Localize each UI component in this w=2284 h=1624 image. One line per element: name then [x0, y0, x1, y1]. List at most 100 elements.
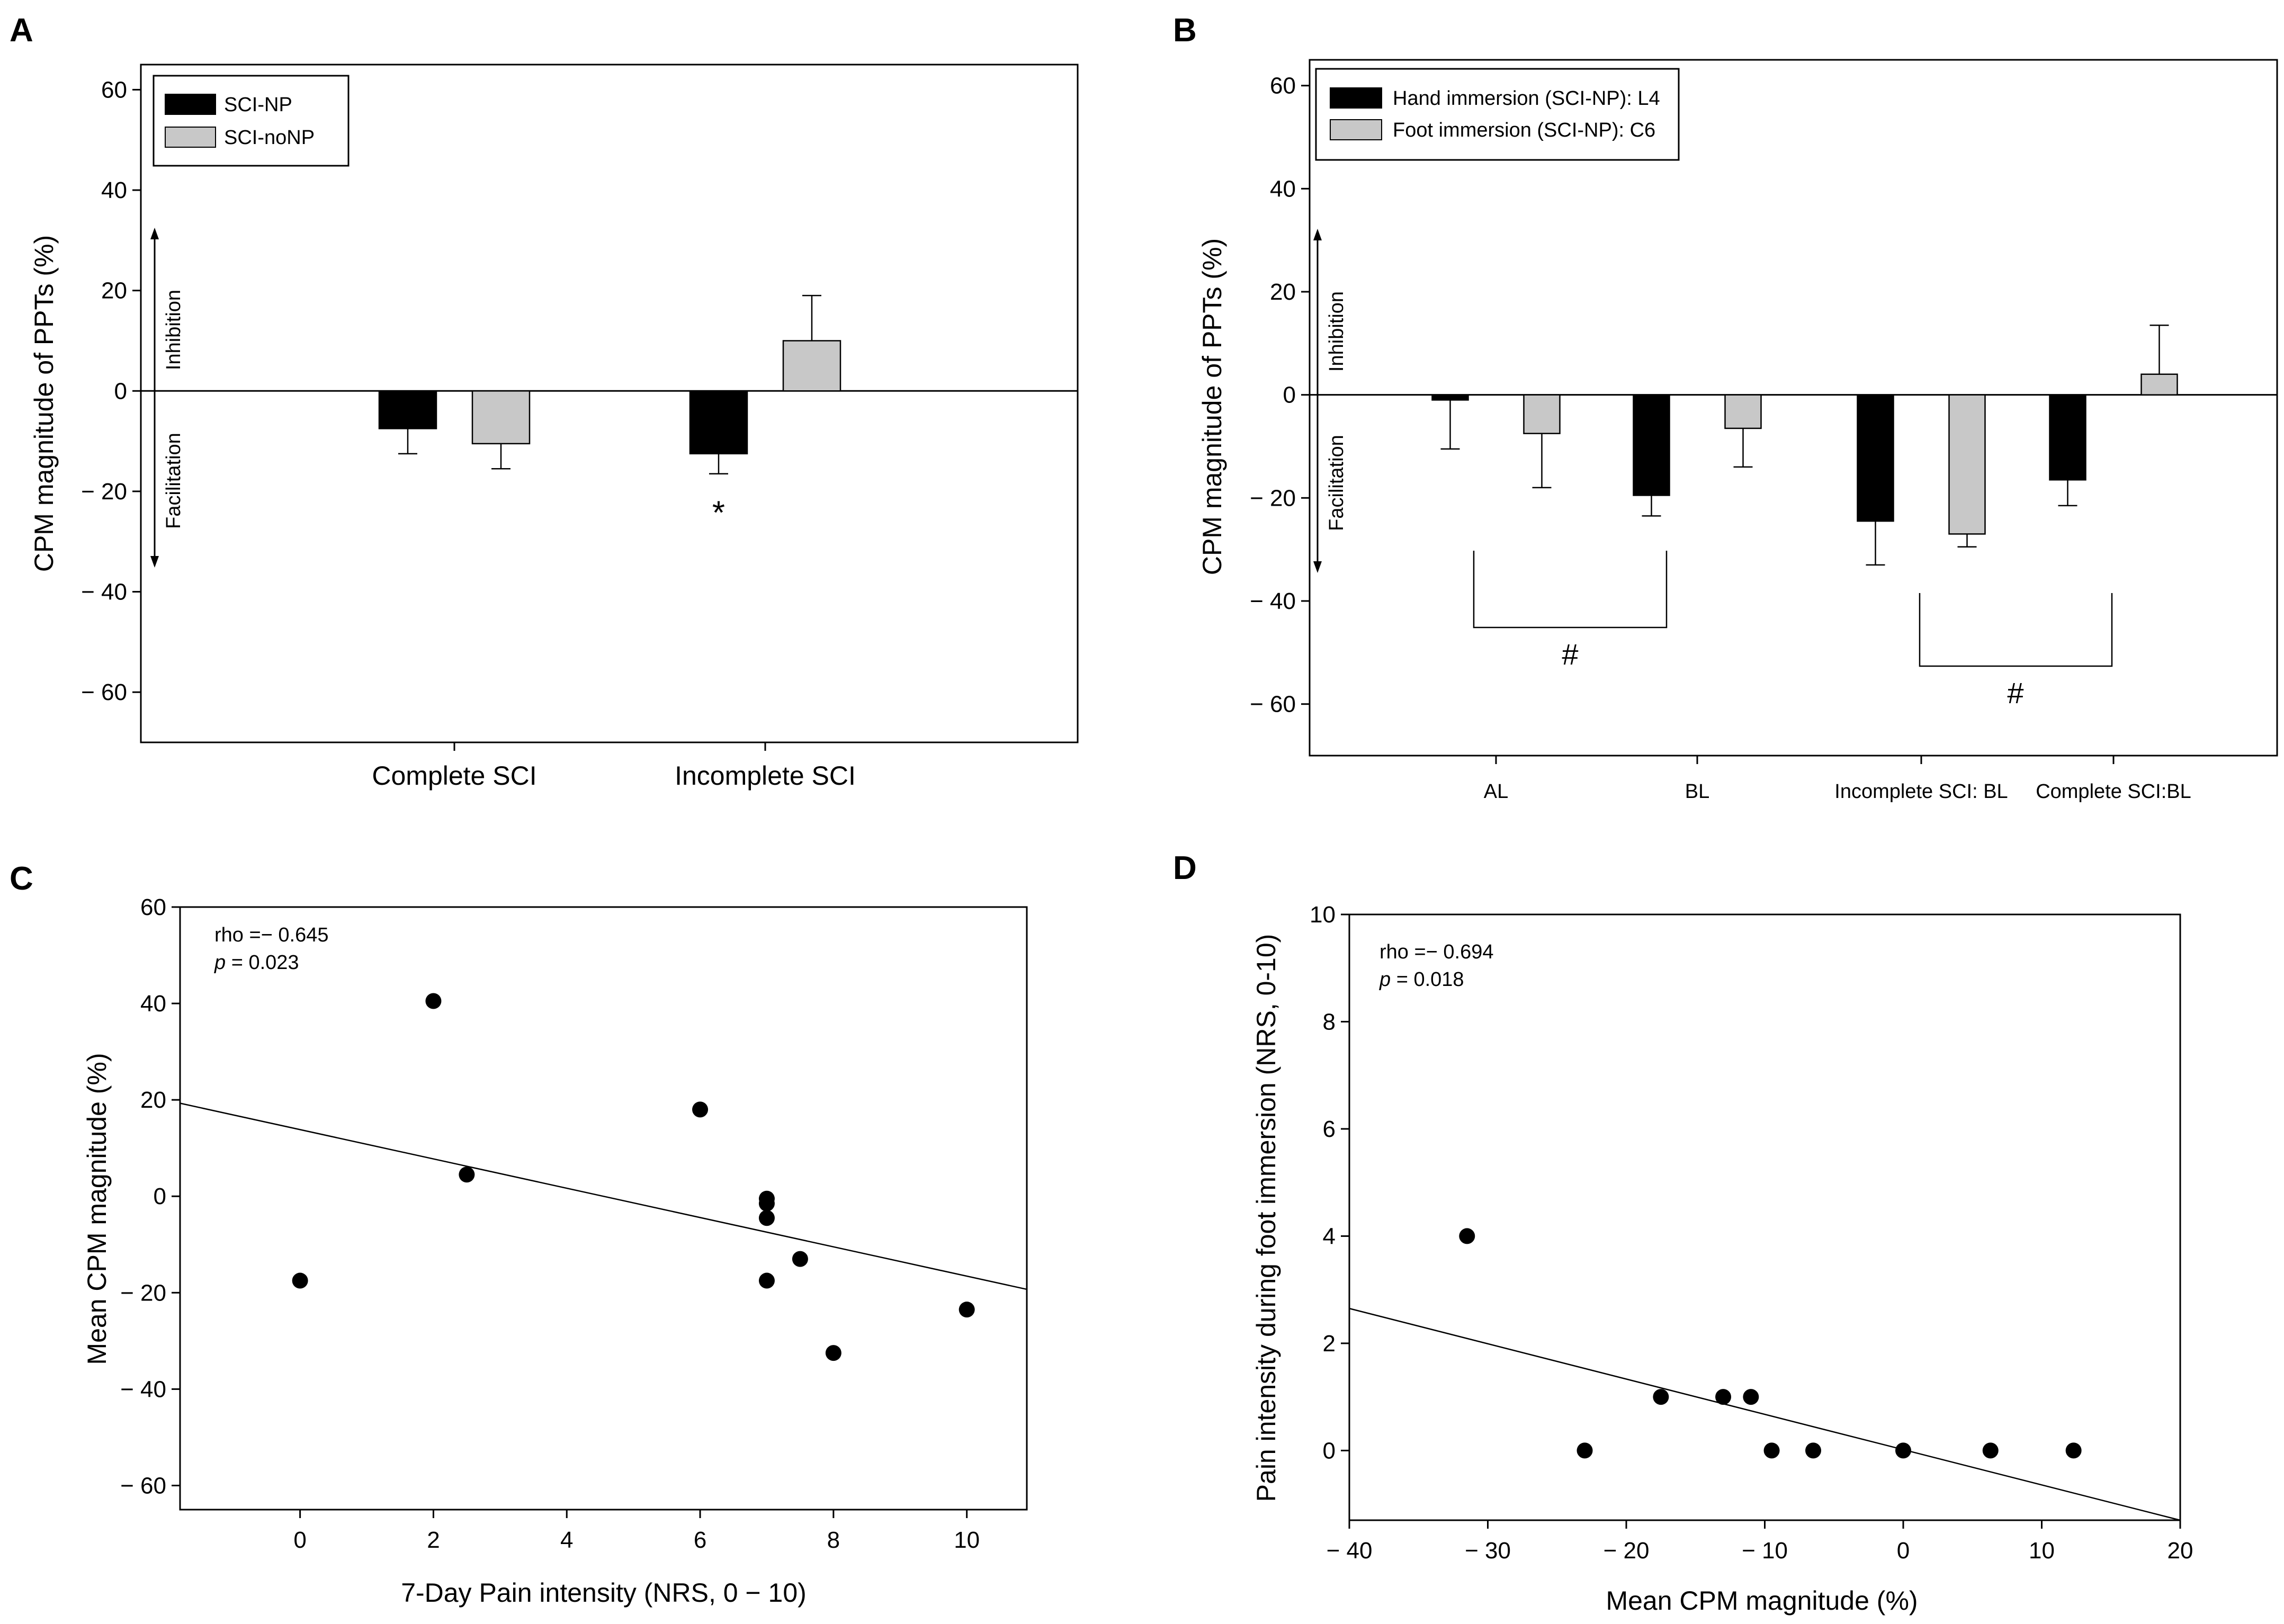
arrow-down-icon [150, 556, 159, 568]
x-tick-label: 0 [293, 1527, 306, 1553]
y-tick-label: 40 [1270, 176, 1296, 202]
panel-c-regression-line [180, 1102, 1027, 1290]
panel-d-rho-label: rho =− 0.694 [1380, 941, 1494, 963]
y-tick-label: − 60 [1250, 692, 1296, 717]
y-tick-label: 20 [101, 278, 127, 304]
bar-series-2 [471, 390, 531, 445]
y-tick-label: 60 [140, 894, 166, 920]
y-tick-label: 20 [1270, 279, 1296, 305]
x-tick-label: 8 [827, 1527, 840, 1553]
x-tick-label: Incomplete SCI: BL [1834, 780, 2008, 803]
y-tick-label: − 20 [120, 1280, 166, 1306]
y-tick-label: 10 [1310, 902, 1336, 928]
panel-d-y-axis: 0 2 4 6 8 10 [1310, 902, 1349, 1464]
panel-d-chart: 0 2 4 6 8 10 − 40 − 30 − 20 − 10 0 10 20 Mean CPM m… [1251, 902, 2193, 1616]
y-tick-label: 40 [140, 991, 166, 1017]
y-tick-label: 60 [1270, 73, 1296, 99]
y-tick-label: 2 [1323, 1331, 1336, 1357]
data-point [1895, 1442, 1911, 1459]
panel-d-plot-frame [1348, 913, 2181, 1521]
x-tick-label: Complete SCI:BL [2036, 780, 2191, 803]
bar-series-1 [689, 390, 748, 455]
panel-b-plot-frame [1309, 59, 2278, 757]
legend-label-sci-nonp: SCI-noNP [224, 127, 315, 149]
legend-swatch-hand-immersion [1330, 87, 1382, 109]
data-point [1805, 1442, 1822, 1459]
y-tick-label: 0 [1283, 382, 1296, 408]
y-tick-label: 0 [154, 1183, 166, 1209]
panel-letter-a: A [10, 12, 33, 49]
legend-swatch-sci-nonp [165, 127, 216, 148]
bar-series-1 [378, 390, 437, 429]
panel-a-significance-mark: * [712, 495, 725, 532]
panel-b-direction-arrows: Inhibition Facilitation [1313, 229, 1348, 573]
data-point [1743, 1389, 1759, 1405]
bar-series-1 [2049, 394, 2086, 481]
panel-c-p-value: = 0.023 [226, 952, 299, 974]
panel-b-facilitation-label: Facilitation [1325, 435, 1348, 531]
panel-b-inhibition-label: Inhibition [1325, 291, 1348, 372]
y-tick-label: − 40 [81, 579, 127, 605]
data-point [1459, 1228, 1475, 1244]
panel-c-plot-frame [179, 906, 1028, 1511]
panel-c-chart: 60 40 20 0 − 20 − 40 − 60 0 2 4 6 8 10 7-Day Pain i… [82, 894, 1028, 1608]
x-tick-label: AL [1484, 780, 1508, 803]
data-point [1577, 1442, 1593, 1459]
x-tick-label: 10 [954, 1527, 980, 1553]
panel-d-y-axis-title: Pain intensity during foot immersion (NR… [1251, 934, 1281, 1502]
data-point [692, 1101, 709, 1118]
data-point [825, 1345, 841, 1361]
y-tick-label: 40 [101, 177, 127, 203]
data-point [1715, 1389, 1732, 1405]
data-point [425, 993, 442, 1009]
panel-c-rho-label: rho =− 0.645 [214, 924, 329, 946]
x-tick-label: − 40 [1327, 1538, 1373, 1564]
x-tick-label: 10 [2029, 1538, 2055, 1564]
panel-a-facilitation-label: Facilitation [163, 433, 185, 529]
panel-a-y-axis: 60 40 20 0 − 20 − 40 − 60 [81, 77, 141, 705]
panel-b-legend: Hand immersion (SCI-NP): L4 Foot immersi… [1315, 68, 1680, 161]
data-point [1763, 1442, 1780, 1459]
y-tick-label: − 40 [1250, 588, 1296, 614]
x-tick-label: − 30 [1465, 1538, 1511, 1564]
panel-b-y-axis: 60 40 20 0 − 20 − 40 − 60 [1250, 73, 1310, 717]
data-point [459, 1167, 475, 1183]
y-tick-label: − 20 [81, 479, 127, 505]
y-tick-label: − 60 [120, 1473, 166, 1499]
x-tick-label: Incomplete SCI [675, 761, 856, 791]
panel-letter-d: D [1173, 850, 1197, 886]
panel-d-p-value: = 0.018 [1391, 968, 1464, 991]
data-point [1982, 1442, 1999, 1459]
panel-b-bars [1431, 325, 2178, 566]
panel-a-plot-frame [140, 64, 1079, 743]
panel-c-y-axis: 60 40 20 0 − 20 − 40 − 60 [120, 894, 180, 1499]
data-point [758, 1210, 775, 1226]
panel-b-chart: 60 40 20 0 − 20 − 40 − 60 AL BL Incomplete SCI: … [1197, 59, 2278, 803]
panel-a-chart: 60 40 20 0 − 20 − 40 − 60 Complete SCI Incomple… [29, 64, 1079, 791]
y-tick-label: 20 [140, 1087, 166, 1113]
x-tick-label: − 10 [1742, 1538, 1788, 1564]
data-point [959, 1302, 975, 1318]
panel-b-x-axis: AL BL Incomplete SCI: BL Complete SCI:BL [1484, 756, 2191, 803]
data-point [1653, 1389, 1669, 1405]
panel-d-p-symbol: p [1379, 968, 1391, 991]
y-tick-label: 60 [101, 77, 127, 103]
panel-c-x-axis: 0 2 4 6 8 10 [293, 1510, 980, 1553]
y-tick-label: − 40 [120, 1376, 166, 1402]
panel-d-regression-line [1349, 1307, 2181, 1521]
panel-c-p-symbol: p [214, 952, 226, 974]
panel-a-legend: SCI-NP SCI-noNP [153, 75, 350, 167]
x-tick-label: 4 [560, 1527, 573, 1553]
y-tick-label: 4 [1323, 1223, 1336, 1249]
y-tick-label: 6 [1323, 1116, 1336, 1142]
x-tick-label: 0 [1897, 1538, 1910, 1564]
x-tick-label: 20 [2167, 1538, 2193, 1564]
bar-series-1 [1431, 394, 1469, 401]
panel-b-y-axis-title: CPM magnitude of PPTs (%) [1197, 238, 1227, 575]
panel-d-p-label: p = 0.018 [1379, 968, 1464, 991]
data-point [2065, 1442, 2082, 1459]
x-tick-label: − 20 [1604, 1538, 1650, 1564]
bar-series-1 [1857, 394, 1894, 522]
y-tick-label: 8 [1323, 1009, 1336, 1035]
arrow-up-icon [1313, 229, 1322, 240]
